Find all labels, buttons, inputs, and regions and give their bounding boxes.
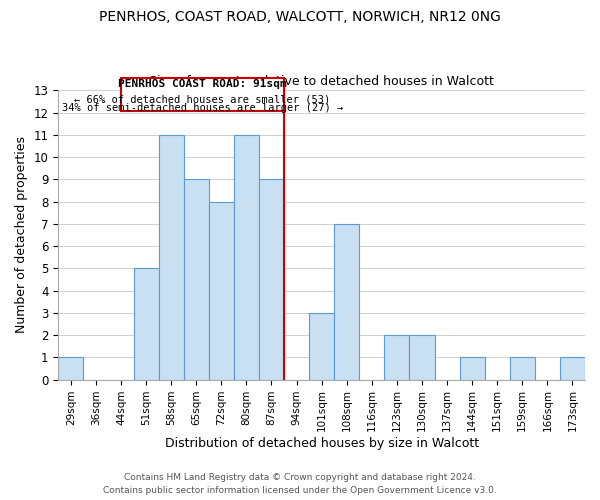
FancyBboxPatch shape — [121, 78, 284, 112]
Bar — [385, 335, 409, 380]
Bar — [158, 135, 184, 380]
Y-axis label: Number of detached properties: Number of detached properties — [15, 136, 28, 334]
Bar — [460, 358, 485, 380]
Bar — [184, 180, 209, 380]
Bar — [209, 202, 234, 380]
Text: PENRHOS, COAST ROAD, WALCOTT, NORWICH, NR12 0NG: PENRHOS, COAST ROAD, WALCOTT, NORWICH, N… — [99, 10, 501, 24]
Bar — [510, 358, 535, 380]
Bar — [560, 358, 585, 380]
Bar — [58, 358, 83, 380]
Text: PENRHOS COAST ROAD: 91sqm: PENRHOS COAST ROAD: 91sqm — [118, 79, 287, 89]
Bar — [259, 180, 284, 380]
Bar — [334, 224, 359, 380]
Bar — [409, 335, 434, 380]
X-axis label: Distribution of detached houses by size in Walcott: Distribution of detached houses by size … — [164, 437, 479, 450]
Text: Contains HM Land Registry data © Crown copyright and database right 2024.
Contai: Contains HM Land Registry data © Crown c… — [103, 474, 497, 495]
Bar — [134, 268, 158, 380]
Bar — [234, 135, 259, 380]
Text: ← 66% of detached houses are smaller (53): ← 66% of detached houses are smaller (53… — [74, 94, 331, 104]
Text: 34% of semi-detached houses are larger (27) →: 34% of semi-detached houses are larger (… — [62, 102, 343, 113]
Bar — [309, 313, 334, 380]
Title: Size of property relative to detached houses in Walcott: Size of property relative to detached ho… — [149, 74, 494, 88]
